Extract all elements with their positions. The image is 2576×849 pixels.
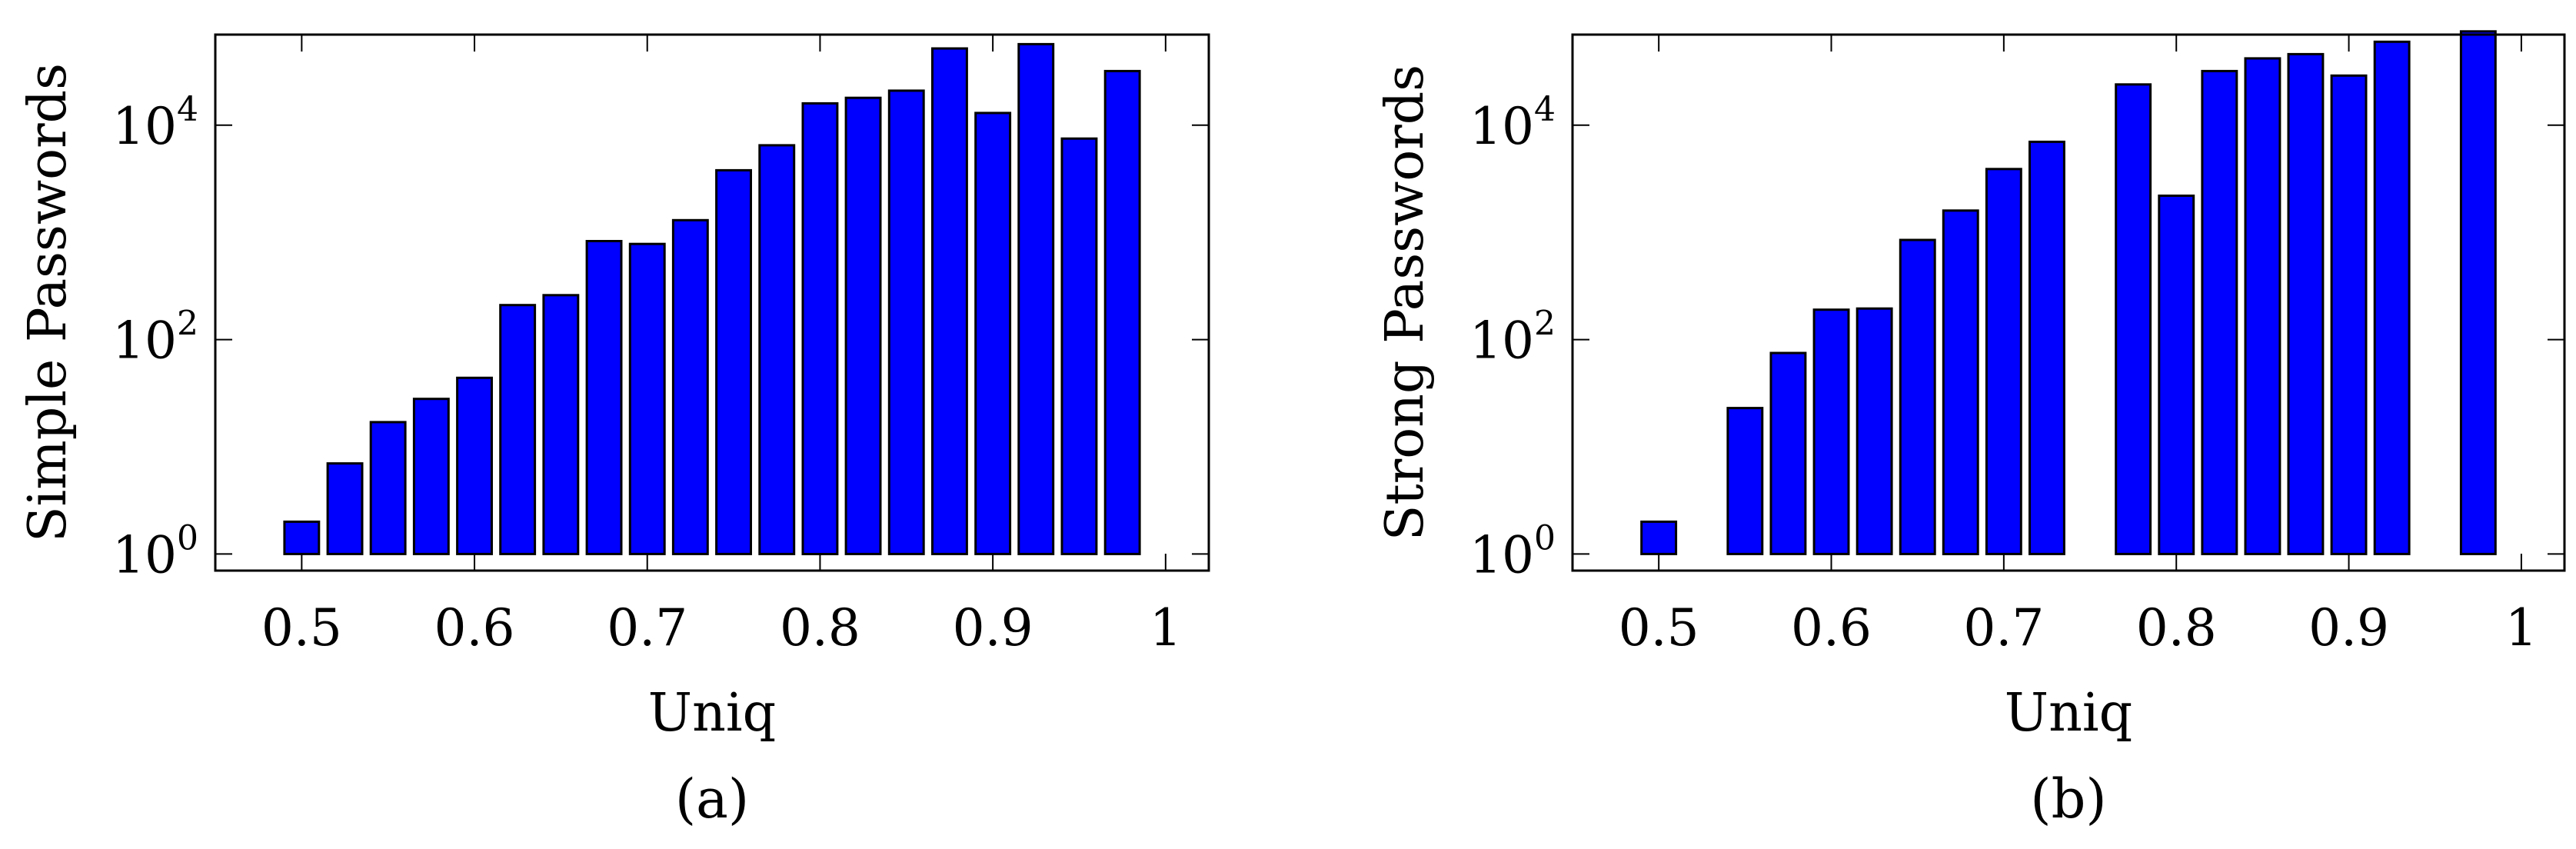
bar [2201, 69, 2238, 555]
x-tick-label: 1 [2505, 598, 2538, 658]
bar [283, 520, 321, 555]
bar [1855, 307, 1893, 555]
y-tick-base: 10 [1469, 525, 1534, 584]
bar [542, 294, 580, 555]
x-tick-label: 0.7 [1963, 598, 2044, 658]
x-tick-label: 0.9 [2308, 598, 2389, 658]
x-tick-label: 0.8 [2136, 598, 2217, 658]
bar [974, 112, 1012, 555]
bar [1769, 351, 1807, 555]
y-tick-label: 104 [1469, 90, 1556, 156]
bar [844, 96, 882, 555]
bar [585, 240, 623, 555]
panel-caption: (a) [675, 767, 749, 831]
y-tick-base: 10 [112, 97, 177, 156]
bar [2330, 74, 2368, 555]
bar [2373, 40, 2411, 555]
bar [369, 421, 407, 555]
x-axis-label: Uniq [2005, 683, 2132, 744]
bar [2287, 52, 2325, 555]
y-tick-exponent: 2 [177, 305, 198, 344]
bar [412, 398, 450, 555]
bar [1017, 42, 1055, 555]
y-tick-exponent: 0 [177, 518, 198, 558]
x-tick-label: 1 [1150, 598, 1182, 658]
y-tick-base: 10 [1469, 97, 1534, 156]
plot-frame [1571, 33, 2566, 572]
bar [628, 242, 666, 555]
x-tick-label: 0.9 [953, 598, 1033, 658]
bar [2029, 140, 2065, 555]
bar [1812, 308, 1850, 555]
bar [2158, 195, 2195, 555]
bar [715, 168, 752, 555]
y-tick-base: 10 [112, 311, 177, 371]
bar [2244, 57, 2281, 555]
y-tick-label: 104 [112, 90, 198, 156]
x-tick-label: 0.5 [261, 598, 342, 658]
y-tick-label: 100 [112, 518, 198, 584]
plot-frame [214, 33, 1210, 572]
bar [1942, 209, 1979, 555]
y-tick-exponent: 4 [177, 90, 198, 129]
bar [801, 102, 839, 555]
bar [887, 89, 925, 555]
x-tick-label: 0.6 [434, 598, 515, 658]
bar [1060, 137, 1098, 555]
bar [499, 304, 537, 555]
bar [758, 144, 796, 555]
y-tick-label: 100 [1469, 518, 1556, 584]
x-axis-label: Uniq [648, 683, 776, 744]
x-tick-label: 0.5 [1619, 598, 1699, 658]
y-tick-base: 10 [1469, 311, 1534, 371]
y-tick-exponent: 0 [1534, 518, 1556, 558]
bar [326, 462, 364, 555]
y-tick-label: 102 [112, 305, 198, 371]
x-tick-label: 0.6 [1791, 598, 1872, 658]
bar [2115, 83, 2152, 555]
x-tick-label: 0.7 [607, 598, 687, 658]
bar [671, 218, 709, 555]
bar [456, 376, 493, 555]
y-tick-exponent: 4 [1534, 90, 1556, 129]
y-tick-base: 10 [112, 525, 177, 584]
bar [1985, 168, 2022, 555]
x-tick-label: 0.8 [780, 598, 860, 658]
y-tick-label: 102 [1469, 305, 1556, 371]
bar [1899, 238, 1936, 555]
y-tick-exponent: 2 [1534, 305, 1556, 344]
bar [1640, 520, 1678, 555]
bar [2459, 30, 2497, 555]
bar [931, 47, 968, 555]
bar [1103, 69, 1141, 555]
panel-caption: (b) [2030, 767, 2106, 831]
y-axis-label: Simple Passwords [18, 63, 78, 542]
y-axis-label: Strong Passwords [1375, 65, 1436, 541]
bar [1726, 407, 1764, 555]
